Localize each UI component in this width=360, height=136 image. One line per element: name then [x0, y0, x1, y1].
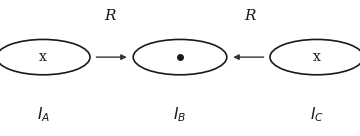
Circle shape [0, 39, 90, 75]
Text: R: R [104, 9, 116, 23]
Text: $I_A$: $I_A$ [37, 105, 50, 124]
Text: R: R [244, 9, 256, 23]
Text: $I_C$: $I_C$ [310, 105, 324, 124]
Circle shape [133, 39, 227, 75]
Text: $I_B$: $I_B$ [174, 105, 186, 124]
Text: x: x [39, 50, 47, 64]
Circle shape [270, 39, 360, 75]
Text: x: x [313, 50, 321, 64]
